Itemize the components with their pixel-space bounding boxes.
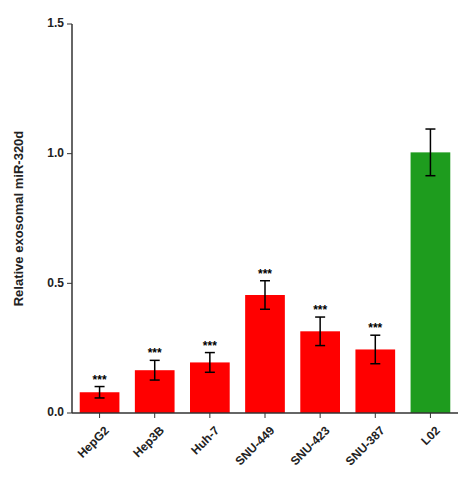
y-axis-label: Relative exosomal miR-320d bbox=[11, 131, 26, 307]
error-cap bbox=[315, 345, 325, 347]
error-cap bbox=[425, 175, 435, 177]
error-line bbox=[319, 317, 321, 346]
x-tick-label: Huh-7 bbox=[188, 423, 222, 457]
significance-label: *** bbox=[203, 339, 217, 353]
error-cap bbox=[150, 379, 160, 381]
x-tick bbox=[99, 413, 100, 418]
error-line bbox=[99, 387, 101, 398]
x-tick-label: Hep3B bbox=[130, 423, 167, 460]
x-tick-label: SNU-449 bbox=[233, 423, 278, 468]
y-tick-label: 0.0 bbox=[47, 405, 64, 419]
error-line bbox=[154, 360, 156, 380]
significance-label: *** bbox=[258, 267, 272, 281]
y-tick-label: 0.5 bbox=[47, 276, 64, 290]
error-bar bbox=[205, 353, 215, 373]
significance-label: *** bbox=[313, 303, 327, 317]
significance-label: *** bbox=[368, 321, 382, 335]
error-bar bbox=[150, 360, 160, 380]
bar bbox=[245, 295, 285, 413]
bar bbox=[411, 152, 451, 413]
x-tick-label: SNU-387 bbox=[343, 423, 388, 468]
x-tick bbox=[430, 413, 431, 418]
error-bar bbox=[315, 317, 325, 346]
x-tick bbox=[154, 413, 155, 418]
significance-label: *** bbox=[148, 346, 162, 360]
error-bar bbox=[425, 129, 435, 176]
error-cap bbox=[205, 372, 215, 374]
error-cap bbox=[95, 397, 105, 399]
x-tick-label: L02 bbox=[418, 423, 443, 448]
x-tick bbox=[209, 413, 210, 418]
x-tick-label: HepG2 bbox=[75, 423, 112, 460]
y-tick-label: 1.5 bbox=[47, 16, 64, 30]
y-axis bbox=[71, 24, 73, 413]
chart: 0.0 0.5 1.0 1.5 *** *** *** *** *** *** HepG2 Hep3B… bbox=[0, 0, 474, 501]
error-line bbox=[430, 129, 432, 176]
error-bar bbox=[260, 281, 270, 310]
error-line bbox=[209, 353, 211, 373]
x-tick bbox=[265, 413, 266, 418]
bars bbox=[80, 129, 451, 413]
significance-label: *** bbox=[93, 373, 107, 387]
error-cap bbox=[370, 363, 380, 365]
error-line bbox=[264, 281, 266, 310]
x-tick bbox=[320, 413, 321, 418]
error-line bbox=[375, 335, 377, 364]
error-cap bbox=[425, 128, 435, 130]
y-tick-label: 1.0 bbox=[47, 146, 64, 160]
x-tick-label: SNU-423 bbox=[288, 423, 333, 468]
error-bar bbox=[95, 387, 105, 398]
x-tick bbox=[375, 413, 376, 418]
error-bar bbox=[370, 335, 380, 364]
error-cap bbox=[260, 309, 270, 311]
